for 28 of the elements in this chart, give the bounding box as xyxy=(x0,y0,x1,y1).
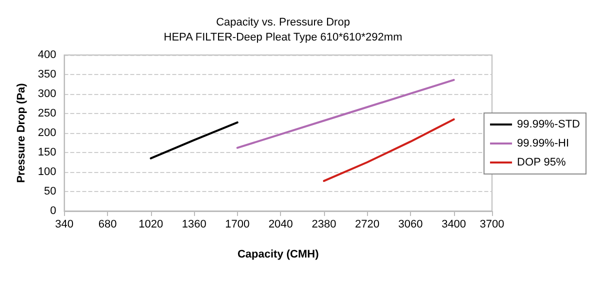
x-tick-label: 340 xyxy=(55,218,74,230)
line-series xyxy=(322,118,455,182)
y-axis-title: Pressure Drop (Pa) xyxy=(16,82,28,183)
x-tick-label: 2040 xyxy=(268,218,293,230)
x-tick-label: 680 xyxy=(98,218,117,230)
y-tick-label: 100 xyxy=(38,166,56,178)
legend-label: 99.99%-STD xyxy=(517,118,580,130)
legend-label: DOP 95% xyxy=(517,156,566,168)
x-tick-label: 1020 xyxy=(138,218,164,230)
y-tick-label: 200 xyxy=(38,127,56,139)
y-tick-label: 250 xyxy=(38,108,56,120)
y-tick-label: 350 xyxy=(38,68,56,80)
x-tick-label: 1360 xyxy=(182,218,206,230)
x-tick-label: 3400 xyxy=(442,218,466,230)
x-tick-label: 1700 xyxy=(225,218,250,230)
y-tick-label: 300 xyxy=(38,88,56,100)
x-tick-label: 2380 xyxy=(312,218,336,230)
y-tick-label: 150 xyxy=(38,146,56,158)
x-tick-label: 2720 xyxy=(355,218,380,230)
chart-title: Capacity vs. Pressure Drop xyxy=(216,16,350,28)
y-tick-label: 400 xyxy=(38,49,56,61)
y-tick-label: 50 xyxy=(44,186,56,198)
legend-label: 99.99%-HI xyxy=(517,138,570,150)
x-tick-label: 3060 xyxy=(398,218,423,230)
x-axis-title: Capacity (CMH) xyxy=(237,248,320,260)
y-tick-label: 0 xyxy=(50,205,56,217)
x-tick-label: 3700 xyxy=(480,218,504,230)
chart-subtitle: HEPA FILTER-Deep Pleat Type 610*610*292mm xyxy=(164,32,402,44)
